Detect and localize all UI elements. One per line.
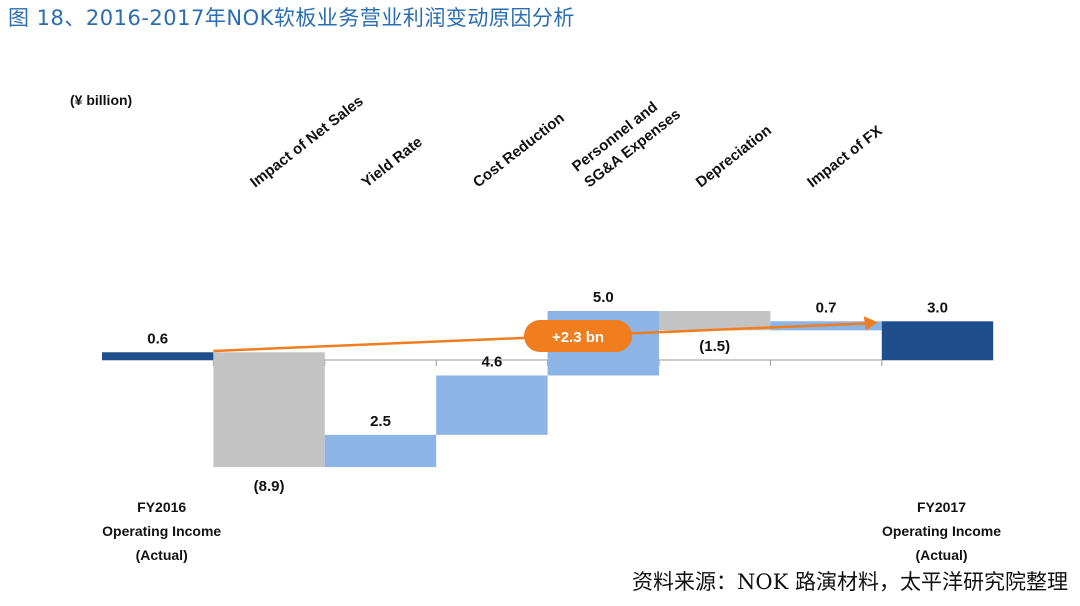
bar-step	[213, 352, 325, 468]
bar-step	[436, 375, 548, 435]
category-label-group: Impact of FX	[804, 122, 885, 191]
bar-start	[102, 352, 214, 360]
value-label-step: 4.6	[481, 353, 502, 370]
end-category-label: FY2017	[917, 499, 966, 515]
category-label-group: Yield Rate	[358, 133, 425, 191]
bar-step	[324, 434, 437, 468]
figure-title: 图 18、2016-2017年NOK软板业务营业利润变动原因分析	[8, 6, 575, 30]
end-category-label: Operating Income	[882, 523, 1001, 539]
end-category-label: (Actual)	[915, 547, 967, 563]
value-label-step: (1.5)	[699, 338, 730, 355]
value-label-start: 0.6	[147, 330, 168, 347]
bar-end	[881, 321, 994, 360]
category-label: Impact of Net Sales	[247, 93, 367, 192]
category-label: Yield Rate	[358, 133, 425, 191]
bar-step	[659, 310, 771, 331]
category-label-group: Depreciation	[693, 122, 775, 191]
value-label-step: 2.5	[370, 413, 391, 430]
unit-label: (¥ billion)	[70, 92, 133, 108]
growth-arrow-head	[863, 316, 878, 331]
category-label-group: Impact of Net Sales	[247, 93, 367, 192]
growth-badge	[524, 320, 632, 352]
category-label-group: Cost Reduction	[470, 110, 568, 192]
category-label: Impact of FX	[804, 122, 885, 191]
category-label: Cost Reduction	[470, 110, 568, 192]
value-label-step: 0.7	[816, 299, 837, 316]
start-category-label: Operating Income	[102, 523, 221, 539]
value-label-step: 5.0	[593, 289, 614, 306]
value-label-end: 3.0	[927, 299, 948, 316]
growth-badge-label: +2.3 bn	[552, 329, 604, 346]
source-note: 资料来源：NOK 路演材料，太平洋研究院整理	[632, 570, 1068, 594]
value-label-step: (8.9)	[254, 478, 285, 495]
start-category-label: (Actual)	[136, 547, 188, 563]
category-label: Depreciation	[693, 122, 775, 191]
start-category-label: FY2016	[137, 499, 186, 515]
